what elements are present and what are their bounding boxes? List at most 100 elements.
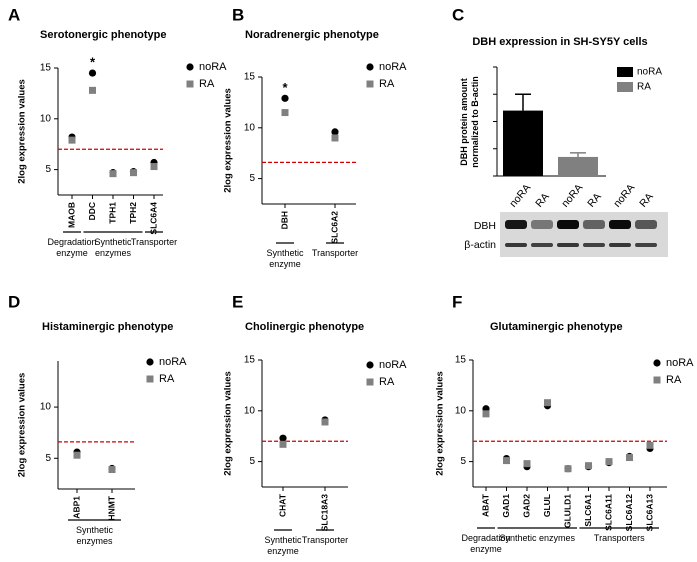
x-tick-label: TPH2 [128,202,138,224]
legend-swatch [617,67,633,77]
y-tick-label: 10 [244,405,256,416]
legend-label: RA [199,78,215,90]
group-label: Transporter [130,237,178,247]
x-tick-label: GAD1 [501,494,511,518]
data-point [279,440,287,448]
legend-marker [366,361,374,369]
legend-marker [366,80,374,88]
blot-band [583,243,605,247]
y-axis-label: 2log expression values [223,371,234,476]
significance-mark: * [90,55,96,70]
y-axis-label: 2log expression values [17,373,28,478]
x-tick-label: GAD2 [521,494,531,518]
y-tick-label: 10 [244,122,256,133]
group-label: Synthetic enzymes [499,533,576,543]
x-tick-label: TPH1 [107,202,117,224]
blot-band [531,243,553,247]
legend-marker [186,63,194,71]
legend-label: noRA [379,359,407,371]
panel-title: Serotonergic phenotype [40,29,167,41]
panel-letter: A [8,5,20,24]
x-tick-label: HNMT [106,495,116,520]
group-label: Degradation enzyme [461,533,511,554]
data-point [585,462,592,470]
x-tick-label: SLC6A12 [624,494,634,532]
data-point [281,109,289,117]
x-tick-label: GLULD1 [562,494,572,528]
group-label: Synthetic enzyme [264,535,302,556]
data-point [646,441,654,449]
panel-title: Noradrenergic phenotype [245,29,379,41]
panel-letter: B [232,5,244,24]
blot-band [505,220,527,229]
y-tick-label: 15 [455,355,467,366]
x-tick-label: SLC6A11 [603,494,613,531]
legend-label: RA [666,374,682,386]
blot-band [505,243,527,247]
x-tick-label: GLUL [542,494,552,517]
legend-marker [653,376,661,384]
bar [558,156,598,176]
data-point [281,94,289,102]
x-tick-label: CHAT [277,493,287,517]
y-tick-label: 5 [249,456,255,467]
legend-swatch [617,82,633,92]
x-tick-label: ABP1 [71,496,81,519]
data-point [626,454,633,462]
blot-band [609,243,631,247]
y-tick-label: 10 [40,113,52,124]
lane-label: RA [533,191,552,210]
data-point [482,410,490,418]
y-tick-label: 5 [45,164,51,175]
legend-label: RA [637,82,651,93]
panel-title: DBH expression in SH-SY5Y cells [472,36,647,48]
blot-band [635,220,657,229]
x-tick-label: DBH [279,211,289,229]
data-point [605,458,613,466]
y-tick-label: 10 [455,405,467,416]
group-label: Transporters [593,533,645,543]
panel-title: Histaminergic phenotype [42,321,173,333]
legend-label: noRA [199,61,227,73]
x-tick-label: SLC6A2 [329,211,339,244]
data-point [564,465,572,473]
blot-row-label: β-actin [464,239,496,251]
lane-label: RA [637,191,656,210]
y-axis-label: 2log expression values [223,88,234,193]
blot-band [609,220,631,229]
y-tick-label: 10 [40,402,52,413]
y-tick-label: 5 [249,173,255,184]
x-tick-label: SLC18A3 [319,494,329,532]
lane-label: noRA [559,182,585,210]
legend-label: noRA [666,357,694,369]
legend-marker [146,375,154,383]
data-point [523,460,531,468]
data-point [88,69,97,77]
legend-label: noRA [637,67,662,78]
y-tick-label: 5 [460,456,466,467]
y-tick-label: 5 [45,453,51,464]
x-tick-label: DDC [87,202,97,220]
group-label: Synthetic enzyme [266,248,304,269]
legend-label: RA [379,376,395,388]
lane-label: noRA [611,182,637,210]
y-tick-label: 15 [244,355,256,366]
legend-label: RA [379,78,395,90]
legend-marker [146,358,154,366]
lane-label: noRA [507,182,533,210]
blot-band [531,220,553,229]
significance-mark: * [282,80,288,95]
panel-letter: E [232,292,243,311]
data-point [130,169,137,177]
data-point [544,399,551,407]
blot-band [635,243,657,247]
bar [503,110,543,176]
data-point [109,170,117,178]
data-point [73,451,81,459]
x-tick-label: SLC6A13 [644,494,654,532]
y-axis-label: DBH protein amount normalized to B-actin [459,75,480,168]
data-point [150,163,158,171]
data-point [279,434,287,442]
lane-label: RA [585,191,604,210]
